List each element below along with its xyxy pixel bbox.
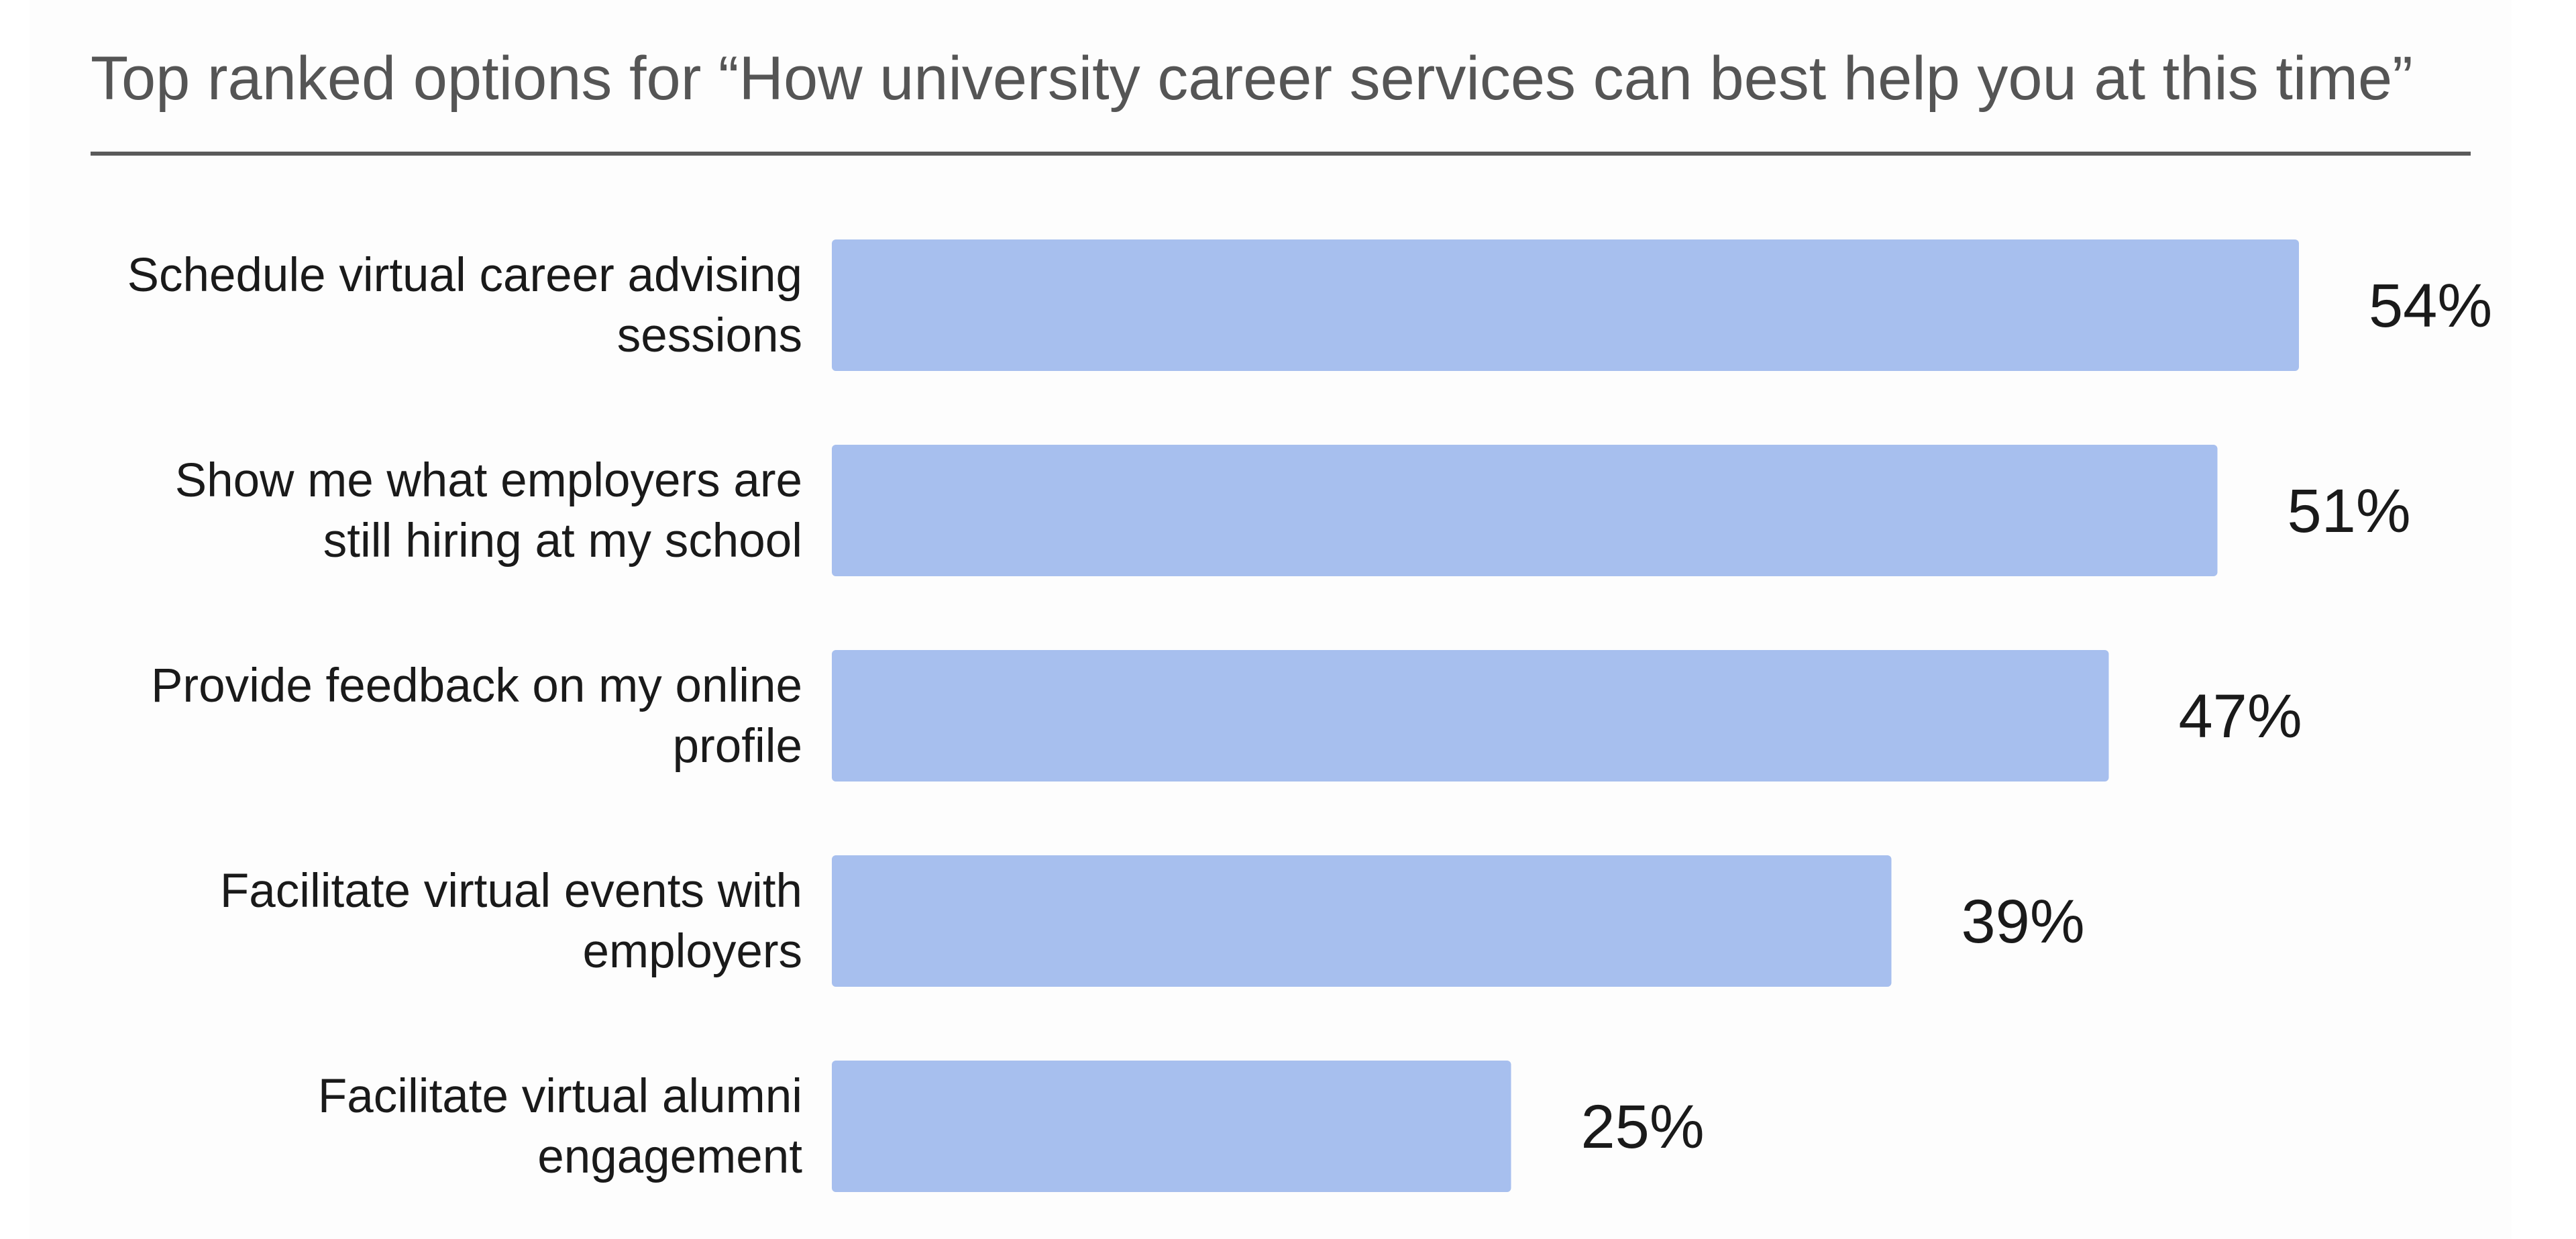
category-label-line: Facilitate virtual alumni	[318, 1070, 802, 1123]
category-label-line: Facilitate virtual events with	[220, 865, 802, 918]
bar	[832, 445, 2218, 576]
bar	[832, 855, 1892, 987]
category-label-line: Schedule virtual career advising	[127, 249, 802, 302]
value-label: 47%	[2179, 682, 2302, 751]
category-label: Schedule virtual career advising sessions	[127, 249, 802, 362]
value-label: 51%	[2288, 477, 2411, 545]
bar	[832, 650, 2109, 782]
value-label: 39%	[1962, 887, 2085, 956]
category-label-line: engagement	[537, 1130, 802, 1183]
category-label-line: sessions	[617, 309, 802, 362]
category-label: Facilitate virtual alumni engagement	[318, 1070, 802, 1183]
category-label: Provide feedback on my online profile	[151, 659, 802, 773]
bar	[832, 1061, 1511, 1192]
category-label-line: Show me what employers are	[175, 454, 802, 507]
category-label: Facilitate virtual events with employers	[220, 865, 802, 978]
chart-panel	[30, 0, 2512, 1239]
category-label-line: employers	[582, 925, 802, 978]
category-label-line: profile	[673, 720, 802, 773]
value-label: 25%	[1581, 1093, 1705, 1161]
bar	[832, 239, 2299, 371]
category-label: Show me what employers are still hiring a…	[175, 454, 802, 568]
category-label-line: still hiring at my school	[323, 515, 802, 568]
value-label: 54%	[2369, 272, 2492, 340]
chart-title: Top ranked options for “How university c…	[91, 44, 2413, 113]
category-label-line: Provide feedback on my online	[151, 659, 802, 712]
title-divider	[91, 152, 2471, 156]
